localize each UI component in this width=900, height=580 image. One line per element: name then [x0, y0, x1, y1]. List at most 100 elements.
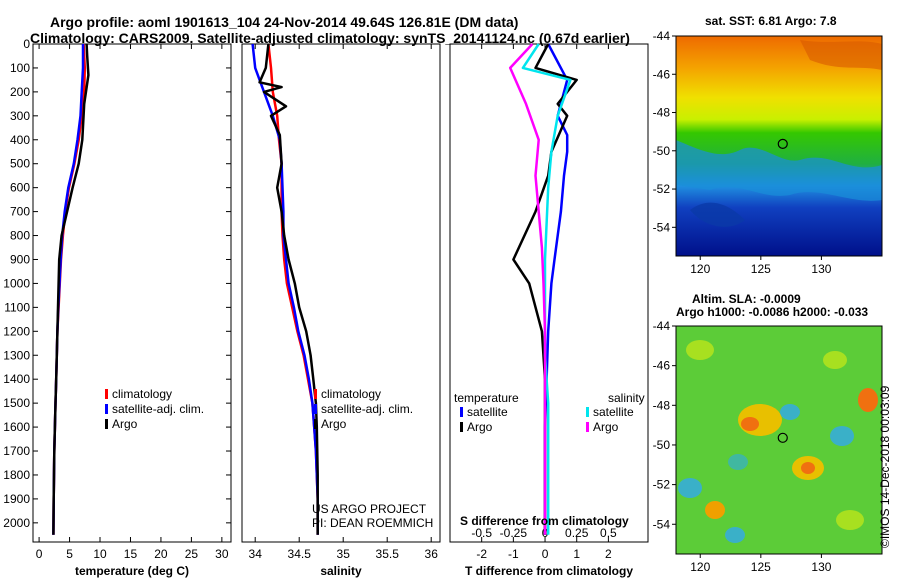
- sst-map: 120 125 130-44-46-48-50-52-54: [653, 29, 882, 276]
- legend-swatch: [586, 422, 589, 432]
- map-y-tick-label: -46: [653, 67, 671, 81]
- s-difference-label: S difference from climatology: [460, 514, 629, 528]
- legend-swatch: [105, 419, 108, 429]
- salinity-plot: 34 34.5 35 35.5 36 salinity climatologysatelli…: [249, 44, 439, 578]
- y-tick-label: 500: [10, 157, 30, 171]
- y-tick-label: 400: [10, 133, 30, 147]
- s-tick-label: -0.25: [500, 526, 528, 540]
- sla-map: 120 125 130-44-46-48-50-52-54: [653, 319, 882, 574]
- map-x-tick-label: 125: [751, 262, 771, 276]
- y-tick-label: 0: [23, 37, 30, 51]
- sla-blob: [780, 404, 800, 420]
- legend-swatch: [105, 389, 108, 399]
- x-axis-label: T difference from climatology: [465, 564, 633, 578]
- y-tick-label: 1200: [3, 324, 30, 338]
- legend-swatch: [314, 419, 317, 429]
- series-line-satellite-adj-clim-: [253, 44, 318, 535]
- x-tick-label: 34.5: [288, 547, 312, 561]
- y-tick-label: 1900: [3, 492, 30, 506]
- legend-title: salinity: [608, 391, 645, 405]
- y-tick-label: 1600: [3, 420, 30, 434]
- s-tick-label: 0.5: [600, 526, 617, 540]
- map-y-tick-label: -52: [653, 478, 671, 492]
- map-y-tick-label: -50: [653, 144, 671, 158]
- map-x-tick-label: 120: [690, 560, 710, 574]
- project-note-line-2: PI: DEAN ROEMMICH: [312, 516, 433, 530]
- y-tick-label: 1000: [3, 276, 30, 290]
- sla-blob: [678, 478, 702, 498]
- x-tick-label: -2: [476, 547, 487, 561]
- map-x-tick-label: 120: [690, 262, 710, 276]
- y-tick-label: 900: [10, 252, 30, 266]
- legend-swatch: [314, 404, 317, 414]
- x-tick-label: 35.5: [376, 547, 400, 561]
- y-tick-label: 1300: [3, 348, 30, 362]
- legend-swatch: [314, 389, 317, 399]
- x-tick-label: 35: [337, 547, 351, 561]
- legend-label: satellite-adj. clim.: [321, 402, 413, 416]
- sla-blob: [836, 510, 864, 530]
- sla-blob: [705, 501, 725, 519]
- y-tick-label: 200: [10, 85, 30, 99]
- x-tick-label: 25: [185, 547, 199, 561]
- map-y-tick-label: -48: [653, 106, 671, 120]
- x-tick-label: 34: [249, 547, 263, 561]
- legend-label: satellite: [593, 405, 634, 419]
- sla-blob: [741, 417, 759, 431]
- figure: 0100200300400500600700800900100011001200…: [0, 0, 900, 580]
- sla-blob: [823, 351, 847, 369]
- y-tick-label: 1100: [4, 300, 30, 314]
- temperature-plot-frame: [33, 44, 231, 542]
- map-x-tick-label: 130: [811, 262, 831, 276]
- map-y-tick-label: -48: [653, 398, 671, 412]
- x-tick-label: 10: [93, 547, 107, 561]
- x-tick-label: 15: [124, 547, 138, 561]
- x-axis-label: salinity: [320, 564, 362, 578]
- legend-label: Argo: [112, 417, 138, 431]
- legend-label: Argo: [593, 420, 619, 434]
- y-tick-label: 700: [10, 205, 30, 219]
- map-y-tick-label: -52: [653, 182, 671, 196]
- series-line-climatology: [268, 44, 317, 535]
- sla-blob: [830, 426, 854, 446]
- map-y-tick-label: -46: [653, 359, 671, 373]
- map-x-tick-label: 130: [811, 560, 831, 574]
- legend-label: satellite: [467, 405, 508, 419]
- y-tick-label: 600: [10, 181, 30, 195]
- legend-title: temperature: [454, 391, 519, 405]
- legend-swatch: [460, 407, 463, 417]
- x-tick-label: 0: [542, 547, 549, 561]
- series-line-s-argo: [510, 44, 545, 535]
- legend-swatch: [460, 422, 463, 432]
- temperature-plot: 0100200300400500600700800900100011001200…: [3, 37, 231, 578]
- project-note-line-1: US ARGO PROJECT: [312, 502, 427, 516]
- x-tick-label: 1: [573, 547, 580, 561]
- series-line-argo: [53, 44, 88, 535]
- legend-label: climatology: [112, 387, 172, 401]
- y-tick-label: 1400: [3, 372, 30, 386]
- y-tick-label: 1500: [3, 396, 30, 410]
- legend-label: satellite-adj. clim.: [112, 402, 204, 416]
- x-tick-label: 5: [66, 547, 73, 561]
- footer-stamp: ©IMOS 14-Dec-2018 00:03:09: [878, 385, 892, 548]
- sla-blob: [801, 462, 815, 474]
- x-tick-label: 0: [36, 547, 43, 561]
- map-y-tick-label: -44: [653, 29, 671, 43]
- sla-blob: [686, 340, 714, 360]
- x-tick-label: 20: [154, 547, 168, 561]
- legend-swatch: [105, 404, 108, 414]
- sla-blob: [725, 527, 745, 543]
- y-tick-label: 800: [10, 229, 30, 243]
- x-tick-label: 2: [605, 547, 612, 561]
- y-tick-label: 300: [10, 109, 30, 123]
- s-tick-label: 0.25: [565, 526, 589, 540]
- x-tick-label: 30: [215, 547, 229, 561]
- legend-swatch: [586, 407, 589, 417]
- y-tick-label: 100: [10, 61, 30, 75]
- legend-label: Argo: [467, 420, 493, 434]
- sla-blob: [858, 388, 878, 412]
- map-x-tick-label: 125: [751, 560, 771, 574]
- s-tick-label: -0.5: [471, 526, 492, 540]
- map-y-tick-label: -50: [653, 438, 671, 452]
- x-axis-label: temperature (deg C): [75, 564, 189, 578]
